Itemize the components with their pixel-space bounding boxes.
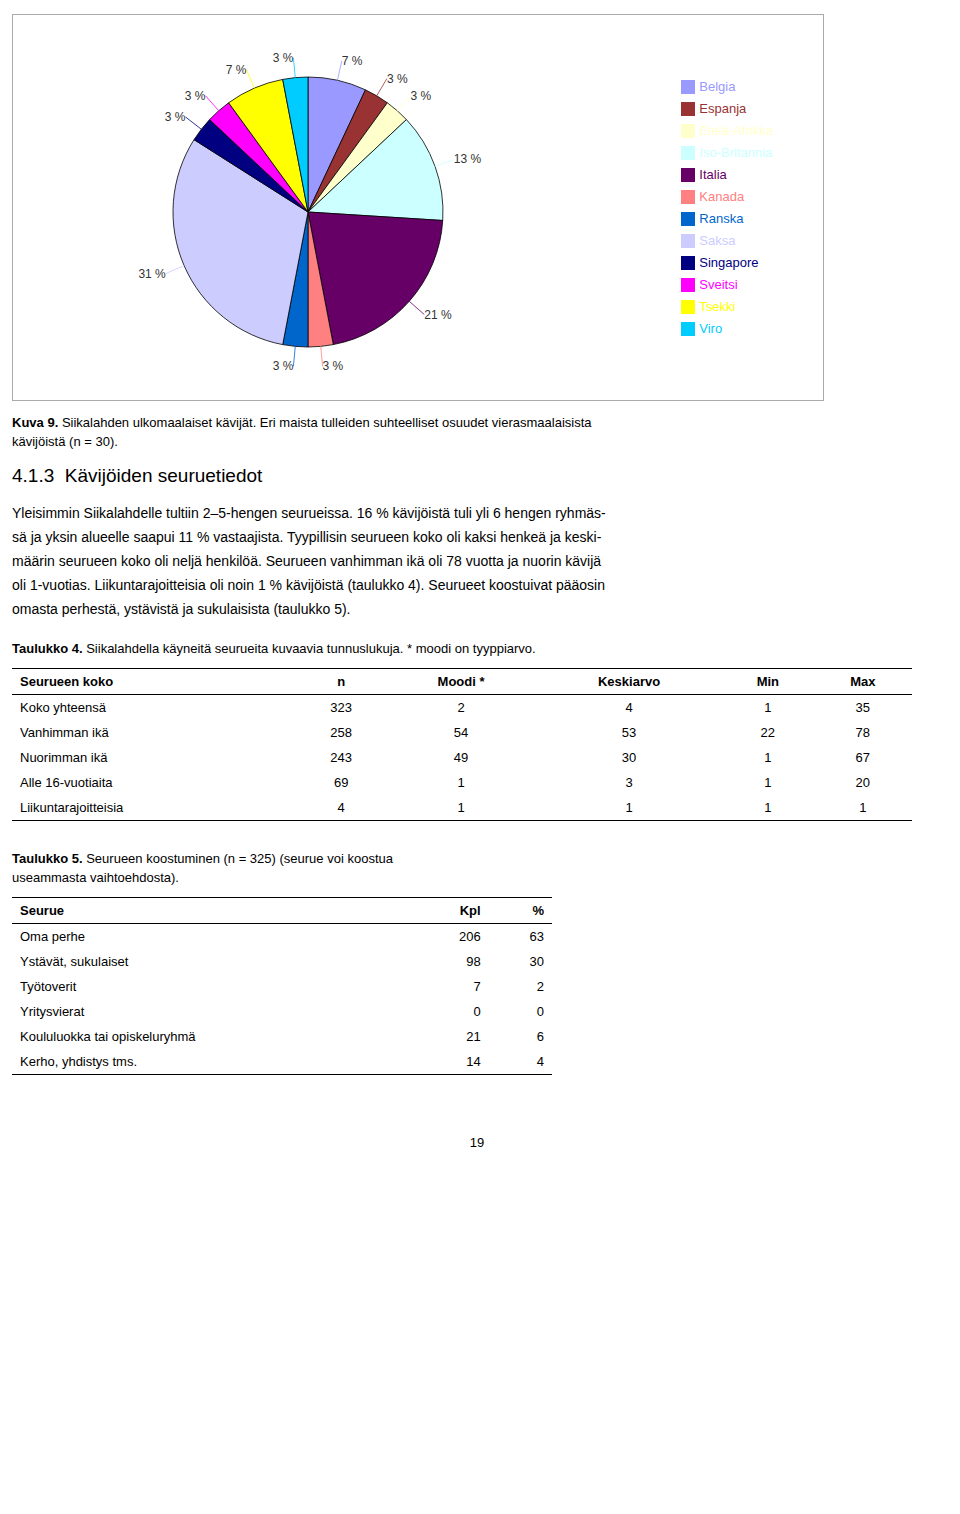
html-text:määrin seurueen koko oli neljä: määrin seurueen koko oli neljä henkilöä.…: [12, 553, 602, 569]
html-text:1: 1: [457, 800, 465, 815]
html-text:Singapore: Singapore: [699, 254, 759, 270]
html-text:Min: Min: [756, 674, 779, 689]
html-text:53: 53: [621, 725, 637, 740]
html-text:1: 1: [457, 775, 465, 790]
html-text:Viro: Viro: [699, 320, 723, 336]
html-text:Vanhimman ikä: Vanhimman ikä: [20, 725, 109, 740]
html-text:Alle 16-vuotiaita: Alle 16-vuotiaita: [20, 775, 113, 790]
html-text:Seurue: Seurue: [20, 903, 65, 918]
html-text:Seurueen koko: Seurueen koko: [20, 674, 114, 689]
html-text:Taulukko 5. Seurueen koostumin: Taulukko 5. Seurueen koostuminen (n = 32…: [12, 851, 393, 866]
html-text:6: 6: [536, 1029, 544, 1044]
html-text:0: 0: [473, 1004, 481, 1019]
html-text:63: 63: [529, 929, 544, 944]
html-text:Espanja: Espanja: [699, 100, 747, 116]
html-text:1: 1: [764, 700, 772, 715]
html-text:sä ja yksin alueelle saapui 11: sä ja yksin alueelle saapui 11 % vastaaj…: [12, 529, 602, 545]
html-text:n: n: [337, 674, 346, 689]
html-text:3: 3: [625, 775, 633, 790]
html-text:78: 78: [855, 725, 870, 740]
html-text:4: 4: [536, 1054, 544, 1069]
html-text:Ranska: Ranska: [699, 210, 744, 226]
svg-text:21 %: 21 %: [424, 308, 452, 322]
html-text:Kuva 9. Siikalahden ulkomaalai: Kuva 9. Siikalahden ulkomaalaiset kävijä…: [12, 415, 592, 430]
html-text:20: 20: [855, 775, 870, 790]
html-text:Oma perhe: Oma perhe: [20, 929, 85, 944]
svg-text:3 %: 3 %: [165, 110, 186, 124]
html-text:4: 4: [625, 700, 633, 715]
html-text:Italia: Italia: [699, 166, 727, 182]
html-text:14: 14: [466, 1054, 481, 1069]
html-text:35: 35: [855, 700, 870, 715]
html-text:2: 2: [536, 979, 544, 994]
html-text:Nuorimman ikä: Nuorimman ikä: [20, 750, 108, 765]
html-text:Ystävät, sukulaiset: Ystävät, sukulaiset: [20, 954, 129, 969]
svg-text:7 %: 7 %: [226, 63, 247, 77]
html-text:1: 1: [625, 800, 633, 815]
html-text:Belgia: Belgia: [699, 78, 736, 94]
svg-text:7 %: 7 %: [342, 54, 363, 68]
html-text:Liikuntarajoitteisia: Liikuntarajoitteisia: [20, 800, 124, 815]
html-text:Yritysvierat: Yritysvierat: [20, 1004, 85, 1019]
svg-text:3 %: 3 %: [411, 89, 432, 103]
html-text:1: 1: [764, 750, 772, 765]
html-text:Keskiarvo: Keskiarvo: [598, 674, 661, 689]
svg-text:3 %: 3 %: [387, 72, 408, 86]
html-text:oli 1-vuotias. Liikuntarajoitt: oli 1-vuotias. Liikuntarajoitteisia oli …: [12, 577, 605, 593]
html-text:1: 1: [764, 800, 772, 815]
html-text:30: 30: [621, 750, 637, 765]
html-text:omasta perhestä, ystävistä ja: omasta perhestä, ystävistä ja sukulaisis…: [12, 601, 351, 617]
html-text:69: 69: [333, 775, 349, 790]
svg-text:3 %: 3 %: [273, 51, 294, 65]
html-text:Iso-Britannia: Iso-Britannia: [699, 144, 773, 160]
html-text:19: 19: [469, 1135, 485, 1150]
html-text:258: 258: [330, 725, 352, 740]
html-text:30: 30: [529, 954, 544, 969]
svg-text:13 %: 13 %: [454, 152, 482, 166]
html-text:1: 1: [764, 775, 772, 790]
html-text:4.1.3 Kävijöiden seuruetiedot: 4.1.3 Kävijöiden seuruetiedot: [12, 465, 263, 486]
svg-text:3 %: 3 %: [323, 359, 344, 373]
html-text:Etelä-Afrikka: Etelä-Afrikka: [699, 122, 773, 138]
html-text:7: 7: [473, 979, 481, 994]
html-text:49: 49: [453, 750, 469, 765]
html-text:kävijöistä (n = 30).: kävijöistä (n = 30).: [12, 434, 118, 449]
html-text:useammasta vaihtoehdosta).: useammasta vaihtoehdosta).: [12, 870, 179, 885]
svg-text:31 %: 31 %: [138, 267, 166, 281]
html-text:1: 1: [859, 800, 867, 815]
html-text:Kpl: Kpl: [459, 903, 481, 918]
html-text:Max: Max: [850, 674, 876, 689]
html-text:Kanada: Kanada: [699, 188, 745, 204]
html-text:206: 206: [458, 929, 481, 944]
html-text:2: 2: [457, 700, 465, 715]
html-text:Yleisimmin Siikalahdelle tulti: Yleisimmin Siikalahdelle tultiin 2–5-hen…: [12, 505, 606, 521]
html-text:67: 67: [855, 750, 870, 765]
html-text:Saksa: Saksa: [699, 232, 736, 248]
html-text:22: 22: [760, 725, 776, 740]
html-text:Taulukko 4. Siikalahdella käyn: Taulukko 4. Siikalahdella käyneitä seuru…: [12, 641, 536, 656]
html-text:0: 0: [536, 1004, 544, 1019]
html-text:54: 54: [453, 725, 469, 740]
html-text:Tsekki: Tsekki: [699, 298, 736, 314]
html-text:323: 323: [330, 700, 352, 715]
html-text:21: 21: [466, 1029, 481, 1044]
html-text:4: 4: [337, 800, 345, 815]
html-text:Koko yhteensä: Koko yhteensä: [20, 700, 106, 715]
html-text:Moodi *: Moodi *: [437, 674, 485, 689]
html-text:243: 243: [330, 750, 352, 765]
html-text:98: 98: [466, 954, 481, 969]
html-text:Työtoverit: Työtoverit: [20, 979, 77, 994]
html-text:Koululuokka tai opiskeluryhmä: Koululuokka tai opiskeluryhmä: [20, 1029, 196, 1044]
svg-text:3 %: 3 %: [185, 89, 206, 103]
svg-text:3 %: 3 %: [273, 359, 294, 373]
html-text:Kerho, yhdistys tms.: Kerho, yhdistys tms.: [20, 1054, 137, 1069]
html-text:Sveitsi: Sveitsi: [699, 276, 738, 292]
